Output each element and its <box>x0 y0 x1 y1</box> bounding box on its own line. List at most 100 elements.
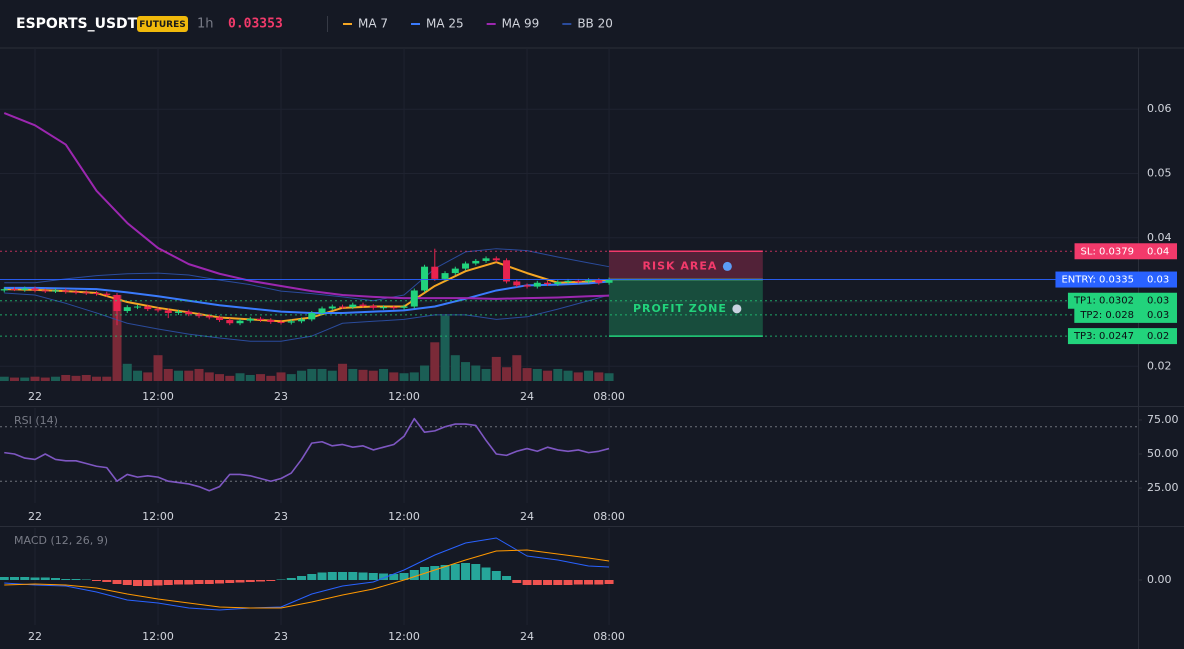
x-tick-label: 12:00 <box>142 510 174 523</box>
level-label: TP1: 0.0302 <box>1073 296 1134 307</box>
candle-body <box>154 309 162 311</box>
x-tick-label: 12:00 <box>142 390 174 403</box>
macd-histogram-bar <box>256 580 266 582</box>
volume-bar <box>51 376 61 381</box>
macd-histogram-bar <box>174 580 184 585</box>
candle-body <box>82 292 90 294</box>
axis-tag-label: 0.03 <box>1147 296 1169 307</box>
macd-histogram-bar <box>543 580 553 585</box>
level-label: ENTRY: 0.0335 <box>1061 275 1134 286</box>
macd-histogram-bar <box>348 572 358 580</box>
macd-histogram-bar <box>143 580 153 586</box>
macd-histogram-bar <box>440 565 450 580</box>
macd-histogram-bar <box>235 580 245 583</box>
macd-histogram-bar <box>522 580 532 585</box>
macd-histogram-bar <box>153 580 163 586</box>
axis-tag <box>1138 328 1177 345</box>
candle-body <box>62 290 70 292</box>
volume-bar <box>256 374 266 381</box>
volume-bar <box>471 365 481 381</box>
candle-body <box>451 268 459 274</box>
macd-histogram-bar <box>51 578 61 580</box>
macd-histogram-bar <box>245 580 255 582</box>
legend-label: MA 7 <box>358 17 388 31</box>
volume-bar <box>553 368 563 381</box>
volume-bar <box>266 375 276 381</box>
level-label: TP2: 0.028 <box>1079 310 1134 321</box>
zone-label: RISK AREA <box>643 259 718 272</box>
macd-histogram-bar <box>512 580 522 583</box>
macd-histogram-bar <box>430 566 440 580</box>
candle-body <box>113 294 121 312</box>
candle-body <box>380 307 388 309</box>
volume-bar <box>450 355 460 381</box>
volume-bar <box>297 370 307 381</box>
interval: 1h <box>197 17 214 32</box>
candle-body <box>318 308 326 313</box>
y-tick-label: 0.02 <box>1147 359 1172 372</box>
volume-bar <box>122 363 132 381</box>
macd-histogram-bar <box>102 580 112 582</box>
candle-body <box>185 311 193 315</box>
candle-body <box>390 307 398 309</box>
macd-histogram-bar <box>81 579 91 580</box>
zone-label: PROFIT ZONE <box>633 302 727 315</box>
volume-bar <box>368 370 378 381</box>
pane-title: MACD (12, 26, 9) <box>14 534 108 547</box>
x-tick-label: 12:00 <box>388 390 420 403</box>
candle-body <box>554 282 562 285</box>
x-tick-label: 22 <box>28 510 42 523</box>
volume-bar <box>604 373 614 381</box>
candle-body <box>0 289 8 291</box>
candle-body <box>195 314 203 317</box>
volume-bar <box>30 376 40 381</box>
candle-body <box>410 290 418 307</box>
candle-body <box>298 319 306 322</box>
volume-bar <box>40 377 50 381</box>
volume-bar <box>399 373 409 381</box>
x-tick-label: 24 <box>520 630 534 643</box>
candle-body <box>492 258 500 261</box>
macd-histogram-bar <box>71 579 81 580</box>
macd-histogram-bar <box>450 564 460 580</box>
pane-title: RSI (14) <box>14 414 58 427</box>
volume-bar <box>235 373 245 381</box>
macd-histogram-bar <box>163 580 173 585</box>
x-tick-label: 23 <box>274 630 288 643</box>
volume-bar <box>512 355 522 381</box>
volume-bar <box>522 368 532 381</box>
bollinger-band <box>4 248 610 302</box>
candle-body <box>287 321 295 323</box>
volume-bar <box>225 375 235 381</box>
macd-histogram-bar <box>368 573 378 580</box>
candle-body <box>585 280 593 282</box>
candle-body <box>144 306 152 310</box>
macd-histogram-bar <box>297 576 307 580</box>
candle-body <box>472 260 480 264</box>
candle-body <box>226 320 234 324</box>
volume-bar <box>594 372 604 381</box>
volume-bar <box>440 315 450 381</box>
level-tag <box>1074 306 1138 323</box>
volume-bar <box>71 375 81 381</box>
y-tick-label: 0.06 <box>1147 102 1172 115</box>
candle-body <box>431 266 439 279</box>
macd-histogram-bar <box>10 577 20 580</box>
axis-tag <box>1138 292 1177 309</box>
candle-body <box>277 321 285 323</box>
axis-tag <box>1138 243 1177 260</box>
macd-histogram-bar <box>40 577 50 580</box>
macd-histogram-bar <box>30 577 40 580</box>
volume-bar <box>532 368 542 381</box>
volume-bar <box>112 295 122 381</box>
axis-tag-label: 0.04 <box>1147 246 1169 257</box>
candle-body <box>123 307 131 312</box>
volume-bar <box>338 363 348 381</box>
level-tag <box>1067 328 1138 345</box>
x-tick-label: 08:00 <box>593 630 625 643</box>
candle-body <box>308 312 316 320</box>
macd-histogram-bar <box>532 580 542 585</box>
candle-body <box>482 258 490 261</box>
x-tick-label: 12:00 <box>142 630 174 643</box>
